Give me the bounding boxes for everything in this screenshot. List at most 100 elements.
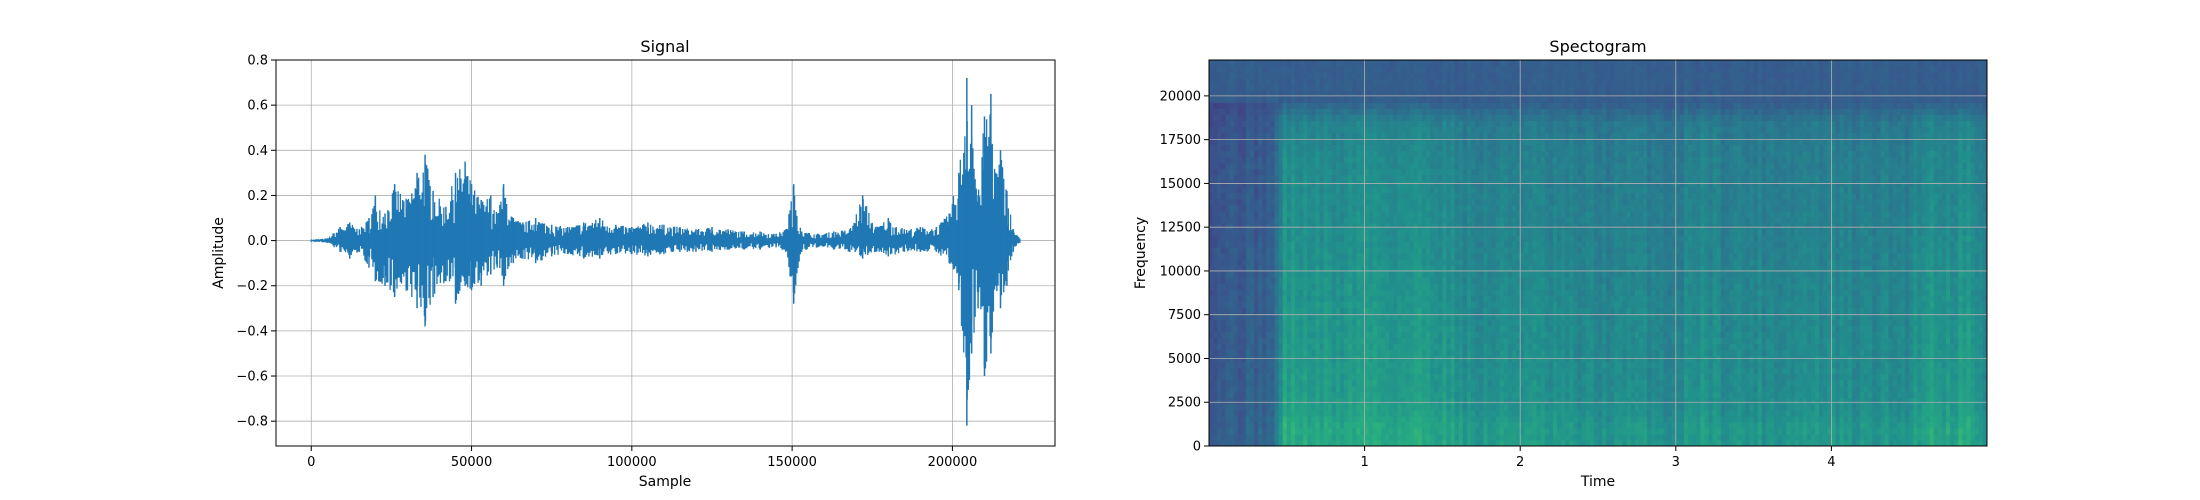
spectrogram-cell bbox=[1241, 433, 1247, 441]
spectrogram-cell bbox=[1278, 283, 1284, 290]
spectrogram-cell bbox=[1520, 192, 1525, 200]
spectrogram-cell bbox=[1483, 403, 1489, 411]
spectrogram-cell bbox=[1397, 379, 1403, 387]
spectrogram-cell bbox=[1258, 409, 1263, 417]
spectrogram-cell bbox=[1446, 186, 1452, 194]
spectrogram-cell bbox=[1311, 90, 1317, 97]
spectrogram-cell bbox=[1352, 421, 1358, 429]
spectrogram-cell bbox=[1458, 150, 1464, 158]
spectrogram-cell bbox=[1360, 162, 1366, 170]
spectrogram-cell bbox=[1344, 234, 1349, 242]
spectrogram-cell bbox=[1323, 343, 1329, 351]
spectrogram-cell bbox=[1401, 331, 1407, 339]
spectrogram-cell bbox=[1213, 120, 1218, 127]
spectrogram-cell bbox=[1364, 114, 1370, 121]
spectrogram-cell bbox=[1376, 313, 1382, 320]
spectrogram-cell bbox=[1352, 427, 1358, 435]
spectrogram-cell bbox=[1249, 180, 1255, 188]
spectrogram-cell bbox=[1454, 126, 1460, 133]
spectrogram-cell bbox=[1282, 162, 1288, 170]
spectrogram-cell bbox=[1274, 427, 1280, 435]
spectrogram-cell bbox=[1503, 415, 1509, 423]
spectrogram-cell bbox=[1221, 409, 1226, 417]
spectrogram-cell bbox=[1413, 361, 1419, 369]
spectrogram-cell bbox=[1401, 391, 1407, 399]
spectrogram-cell bbox=[1520, 228, 1525, 236]
spectrogram-cell bbox=[1360, 427, 1366, 435]
spectrogram-cell bbox=[1340, 379, 1345, 387]
spectrogram-cell bbox=[1471, 361, 1476, 369]
spectrogram-cell bbox=[1237, 204, 1243, 212]
spectrogram-cell bbox=[1499, 349, 1505, 357]
spectrogram-cell bbox=[1487, 66, 1493, 73]
spectrogram-cell bbox=[1520, 439, 1525, 446]
spectrogram-cell bbox=[1340, 277, 1345, 284]
spectrogram-cell bbox=[1217, 277, 1222, 284]
spectrogram-cell bbox=[1499, 240, 1505, 248]
spectrogram-cell bbox=[1233, 96, 1239, 103]
spectrogram-cell bbox=[1364, 367, 1370, 375]
spectrogram-cell bbox=[1344, 240, 1349, 248]
spectrogram-cell bbox=[1364, 66, 1370, 73]
spectrogram-cell bbox=[1405, 337, 1411, 345]
spectrogram-cell bbox=[1323, 186, 1329, 194]
spectrogram-cell bbox=[1446, 313, 1452, 320]
spectrogram-cell bbox=[1323, 427, 1329, 435]
spectrogram-cell bbox=[1434, 162, 1439, 170]
spectrogram-cell bbox=[1348, 343, 1353, 351]
spectrogram-cell bbox=[1315, 271, 1321, 278]
spectrogram-cell bbox=[1262, 90, 1267, 97]
spectrogram-cell bbox=[1446, 84, 1452, 91]
spectrogram-cell bbox=[1417, 397, 1423, 405]
spectrogram-cell bbox=[1409, 283, 1415, 290]
spectrogram-cell bbox=[1237, 259, 1243, 266]
spectrogram-cell bbox=[1258, 259, 1263, 266]
spectrogram-cell bbox=[1430, 361, 1435, 369]
spectrogram-cell bbox=[1401, 108, 1407, 115]
spectrogram-cell bbox=[1360, 391, 1366, 399]
spectrogram-cell bbox=[1360, 198, 1366, 206]
spectrogram-cell bbox=[1360, 78, 1366, 85]
spectrogram-cell bbox=[1258, 439, 1263, 446]
spectrogram-cell bbox=[1368, 391, 1374, 399]
spectrogram-cell bbox=[1299, 421, 1304, 429]
spectrogram-cell bbox=[1307, 102, 1312, 109]
spectrogram-cell bbox=[1254, 150, 1259, 158]
spectrogram-cell bbox=[1258, 168, 1263, 176]
spectrogram-cell bbox=[1487, 204, 1493, 212]
spectrogram-cell bbox=[1245, 361, 1251, 369]
spectrogram-cell bbox=[1348, 168, 1353, 176]
spectrogram-cell bbox=[1389, 90, 1394, 97]
spectrogram-cell bbox=[1499, 216, 1505, 224]
spectrogram-cell bbox=[1278, 337, 1284, 345]
spectrogram-cell bbox=[1258, 60, 1263, 67]
spectrogram-cell bbox=[1458, 421, 1464, 429]
spectrogram-cell bbox=[1475, 234, 1480, 242]
spectrogram-cell bbox=[1213, 84, 1218, 91]
spectrogram-cell bbox=[1487, 180, 1493, 188]
spectrogram-cell bbox=[1507, 90, 1513, 97]
spectrogram-cell bbox=[1389, 102, 1394, 109]
spectrogram-cell bbox=[1294, 277, 1300, 284]
spectrogram-cell bbox=[1389, 427, 1394, 435]
spectrogram-cell bbox=[1450, 114, 1456, 121]
spectrogram-cell bbox=[1290, 210, 1296, 218]
spectrogram-cell bbox=[1307, 373, 1312, 381]
spectrogram-cell bbox=[1487, 108, 1493, 115]
spectrogram-cell bbox=[1479, 138, 1484, 146]
spectrogram-cell bbox=[1294, 72, 1300, 79]
spectrogram-cell bbox=[1417, 439, 1423, 446]
spectrogram-cell bbox=[1364, 246, 1370, 254]
spectrogram-cell bbox=[1266, 379, 1272, 387]
spectrogram-cell bbox=[1479, 343, 1484, 351]
spectrogram-cell bbox=[1278, 84, 1284, 91]
spectrogram-cell bbox=[1368, 150, 1374, 158]
spectrogram-cell bbox=[1327, 385, 1333, 393]
spectrogram-cell bbox=[1331, 385, 1337, 393]
spectrogram-cell bbox=[1258, 403, 1263, 411]
spectrogram-cell bbox=[1409, 150, 1415, 158]
spectrogram-cell bbox=[1331, 391, 1337, 399]
spectrogram-cell bbox=[1229, 385, 1235, 393]
spectrogram-cell bbox=[1499, 367, 1505, 375]
spectrogram-cell bbox=[1315, 72, 1321, 79]
